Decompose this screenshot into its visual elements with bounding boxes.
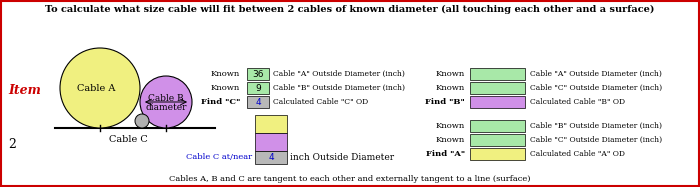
- Bar: [255, 115, 287, 133]
- Circle shape: [135, 114, 149, 128]
- Text: Cable "A" Outside Diameter (inch): Cable "A" Outside Diameter (inch): [530, 70, 662, 78]
- Text: 9: 9: [255, 84, 261, 93]
- Text: Known: Known: [211, 70, 240, 78]
- Text: Known: Known: [435, 84, 465, 92]
- Text: Calculated Cable "B" OD: Calculated Cable "B" OD: [530, 98, 625, 106]
- Text: Cable B: Cable B: [148, 94, 184, 102]
- Bar: [255, 151, 287, 164]
- Text: Find "C": Find "C": [201, 98, 240, 106]
- Text: Cable "C" Outside Diameter (inch): Cable "C" Outside Diameter (inch): [530, 84, 662, 92]
- Bar: [470, 120, 525, 132]
- Text: Cable A: Cable A: [77, 84, 116, 93]
- Text: Calculated Cable "C" OD: Calculated Cable "C" OD: [273, 98, 368, 106]
- Text: Calculated Cable "A" OD: Calculated Cable "A" OD: [530, 150, 625, 158]
- Text: Known: Known: [435, 122, 465, 130]
- Text: Find "A": Find "A": [426, 150, 465, 158]
- Text: 4: 4: [268, 153, 274, 162]
- Bar: [247, 68, 269, 80]
- Text: Item: Item: [8, 84, 41, 96]
- Bar: [247, 82, 269, 94]
- Text: Known: Known: [435, 136, 465, 144]
- Circle shape: [140, 76, 192, 128]
- Bar: [247, 96, 269, 108]
- Bar: [470, 96, 525, 108]
- Bar: [470, 148, 525, 160]
- Text: 4: 4: [256, 97, 261, 107]
- Text: Cable "C" Outside Diameter (inch): Cable "C" Outside Diameter (inch): [530, 136, 662, 144]
- Text: diameter: diameter: [146, 102, 187, 111]
- Text: inch Outside Diameter: inch Outside Diameter: [290, 153, 394, 162]
- Text: Cables A, B and C are tangent to each other and externally tangent to a line (su: Cables A, B and C are tangent to each ot…: [169, 175, 531, 183]
- Text: Cable C at/near: Cable C at/near: [186, 154, 252, 162]
- Text: Known: Known: [435, 70, 465, 78]
- Text: Known: Known: [211, 84, 240, 92]
- Circle shape: [60, 48, 140, 128]
- Text: Cable C: Cable C: [108, 136, 148, 145]
- Text: Cable "B" Outside Diameter (inch): Cable "B" Outside Diameter (inch): [530, 122, 662, 130]
- Bar: [470, 82, 525, 94]
- Text: Cable "A" Outside Diameter (inch): Cable "A" Outside Diameter (inch): [273, 70, 405, 78]
- Text: Cable "B" Outside Diameter (inch): Cable "B" Outside Diameter (inch): [273, 84, 405, 92]
- Text: 36: 36: [252, 70, 264, 79]
- Text: 2: 2: [8, 139, 16, 151]
- Bar: [255, 133, 287, 151]
- Bar: [470, 134, 525, 146]
- Text: Find "B": Find "B": [426, 98, 465, 106]
- Bar: [470, 68, 525, 80]
- Text: To calculate what size cable will fit between 2 cables of known diameter (all to: To calculate what size cable will fit be…: [46, 4, 655, 14]
